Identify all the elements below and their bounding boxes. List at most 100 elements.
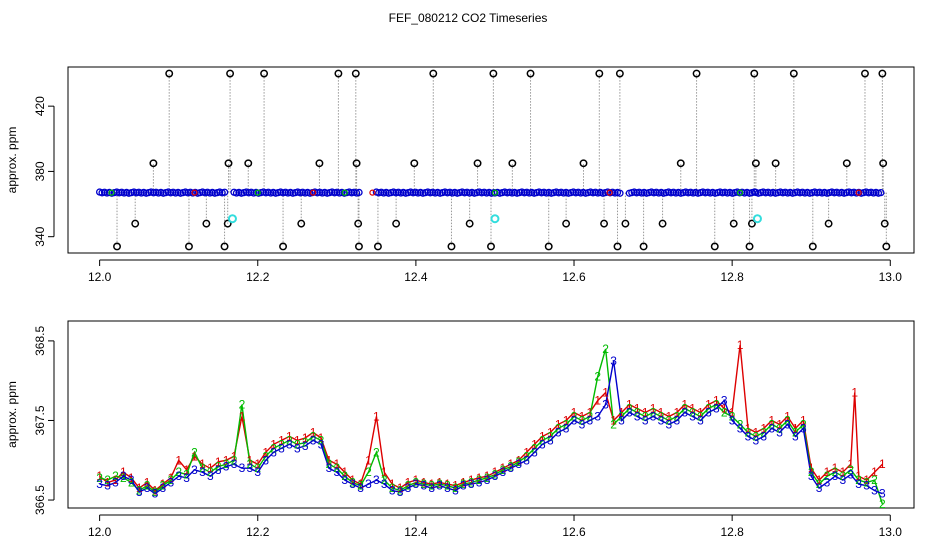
series-marker-3: 3	[160, 481, 167, 495]
series-marker-2: 2	[832, 465, 839, 479]
series-marker-2: 2	[112, 469, 119, 483]
series-marker-3: 3	[373, 473, 380, 487]
series-marker-1: 1	[231, 449, 238, 463]
series-marker-1: 1	[215, 455, 222, 469]
series-marker-1: 1	[357, 477, 364, 491]
series-marker-3: 3	[349, 477, 356, 491]
series-marker-2: 2	[745, 425, 752, 439]
series-marker-1: 1	[310, 425, 317, 439]
series-marker-1: 1	[239, 409, 246, 423]
series-marker-2: 2	[729, 409, 736, 423]
series-marker-2: 2	[808, 465, 815, 479]
series-marker-2: 2	[160, 479, 167, 493]
series-marker-1: 1	[855, 469, 862, 483]
outlier-point	[113, 242, 121, 251]
series-marker-3: 3	[571, 413, 578, 427]
outlier-point	[676, 159, 685, 168]
data-point	[310, 189, 317, 196]
series-marker-3: 3	[341, 473, 348, 487]
series-marker-2: 2	[753, 429, 760, 443]
series-marker-3: 3	[247, 461, 254, 475]
series-marker-1: 1	[302, 431, 309, 445]
series-marker-2: 2	[863, 476, 870, 490]
y-tick-label: 368.5	[33, 326, 47, 356]
series-marker-2: 2	[302, 436, 309, 450]
outlier-point	[149, 159, 158, 168]
series-marker-3: 3	[310, 433, 317, 447]
series-marker-2: 2	[571, 409, 578, 423]
series-marker-1: 1	[207, 461, 214, 475]
series-marker-2: 2	[167, 473, 174, 487]
series-marker-3: 3	[539, 437, 546, 451]
series-marker-3: 3	[278, 441, 285, 455]
series-marker-3: 3	[808, 469, 815, 483]
series-marker-2: 2	[563, 417, 570, 431]
series-marker-1: 1	[634, 402, 641, 416]
y-axis-label: approx. ppm	[5, 127, 19, 194]
series-marker-2: 2	[879, 497, 886, 511]
outlier-point	[315, 159, 324, 168]
series-marker-3: 3	[428, 481, 435, 495]
series-marker-1: 1	[484, 469, 491, 483]
data-point	[736, 189, 744, 196]
series-marker-2: 2	[373, 445, 380, 459]
y-axis-label: approx. ppm	[5, 381, 19, 448]
plot-frame	[67, 66, 915, 254]
series-marker-1: 1	[318, 431, 325, 445]
series-marker-1: 1	[247, 453, 254, 467]
series-marker-2: 2	[231, 453, 238, 467]
series-marker-3: 3	[713, 402, 720, 416]
outlier-point	[544, 242, 553, 251]
data-point	[191, 189, 198, 196]
outlier-point	[373, 242, 382, 251]
outlier-point	[747, 219, 756, 228]
series-marker-2: 2	[262, 449, 269, 463]
series-marker-3: 3	[753, 433, 760, 447]
series-marker-2: 2	[152, 485, 159, 499]
series-marker-2: 2	[484, 471, 491, 485]
series-marker-1: 1	[721, 402, 728, 416]
data-point	[877, 188, 885, 197]
x-tick-label: 12.0	[88, 525, 112, 539]
series-marker-3: 3	[270, 445, 277, 459]
series-marker-2: 2	[650, 406, 657, 420]
series-marker-1: 1	[333, 457, 340, 471]
series-marker-3: 3	[223, 460, 230, 474]
series-marker-2: 2	[602, 342, 609, 356]
series-marker-2: 2	[713, 398, 720, 412]
series-marker-2: 2	[349, 476, 356, 490]
series-marker-1: 1	[579, 409, 586, 423]
y-tick-label: 380	[33, 161, 47, 181]
series-marker-2: 2	[768, 417, 775, 431]
outlier-point	[392, 219, 401, 228]
series-marker-3: 3	[768, 421, 775, 435]
series-marker-2: 2	[104, 473, 111, 487]
series-marker-3: 3	[397, 485, 404, 499]
series-marker-3: 3	[689, 409, 696, 423]
x-tick-label: 12.2	[246, 270, 270, 284]
series-marker-3: 3	[231, 457, 238, 471]
data-point	[220, 188, 229, 196]
outlier-point	[473, 159, 482, 168]
series-marker-3: 3	[468, 477, 475, 491]
series-marker-2: 2	[310, 429, 317, 443]
series-marker-2: 2	[784, 413, 791, 427]
series-marker-3: 3	[476, 476, 483, 490]
outlier-point	[710, 242, 719, 251]
data-point	[606, 189, 613, 196]
series-marker-2: 2	[586, 409, 593, 423]
series-marker-1: 1	[405, 476, 412, 490]
series-marker-3: 3	[847, 468, 854, 482]
series-marker-3: 3	[191, 463, 198, 477]
series-marker-3: 3	[515, 457, 522, 471]
series-marker-2: 2	[460, 477, 467, 491]
outlier-point	[879, 159, 888, 168]
series-marker-3: 3	[642, 413, 649, 427]
data-point	[491, 189, 499, 196]
series-marker-2: 2	[626, 402, 633, 416]
outlier-point	[429, 69, 438, 78]
series-marker-3: 3	[120, 469, 127, 483]
outlier-point	[824, 219, 833, 228]
series-marker-1: 1	[523, 445, 530, 459]
